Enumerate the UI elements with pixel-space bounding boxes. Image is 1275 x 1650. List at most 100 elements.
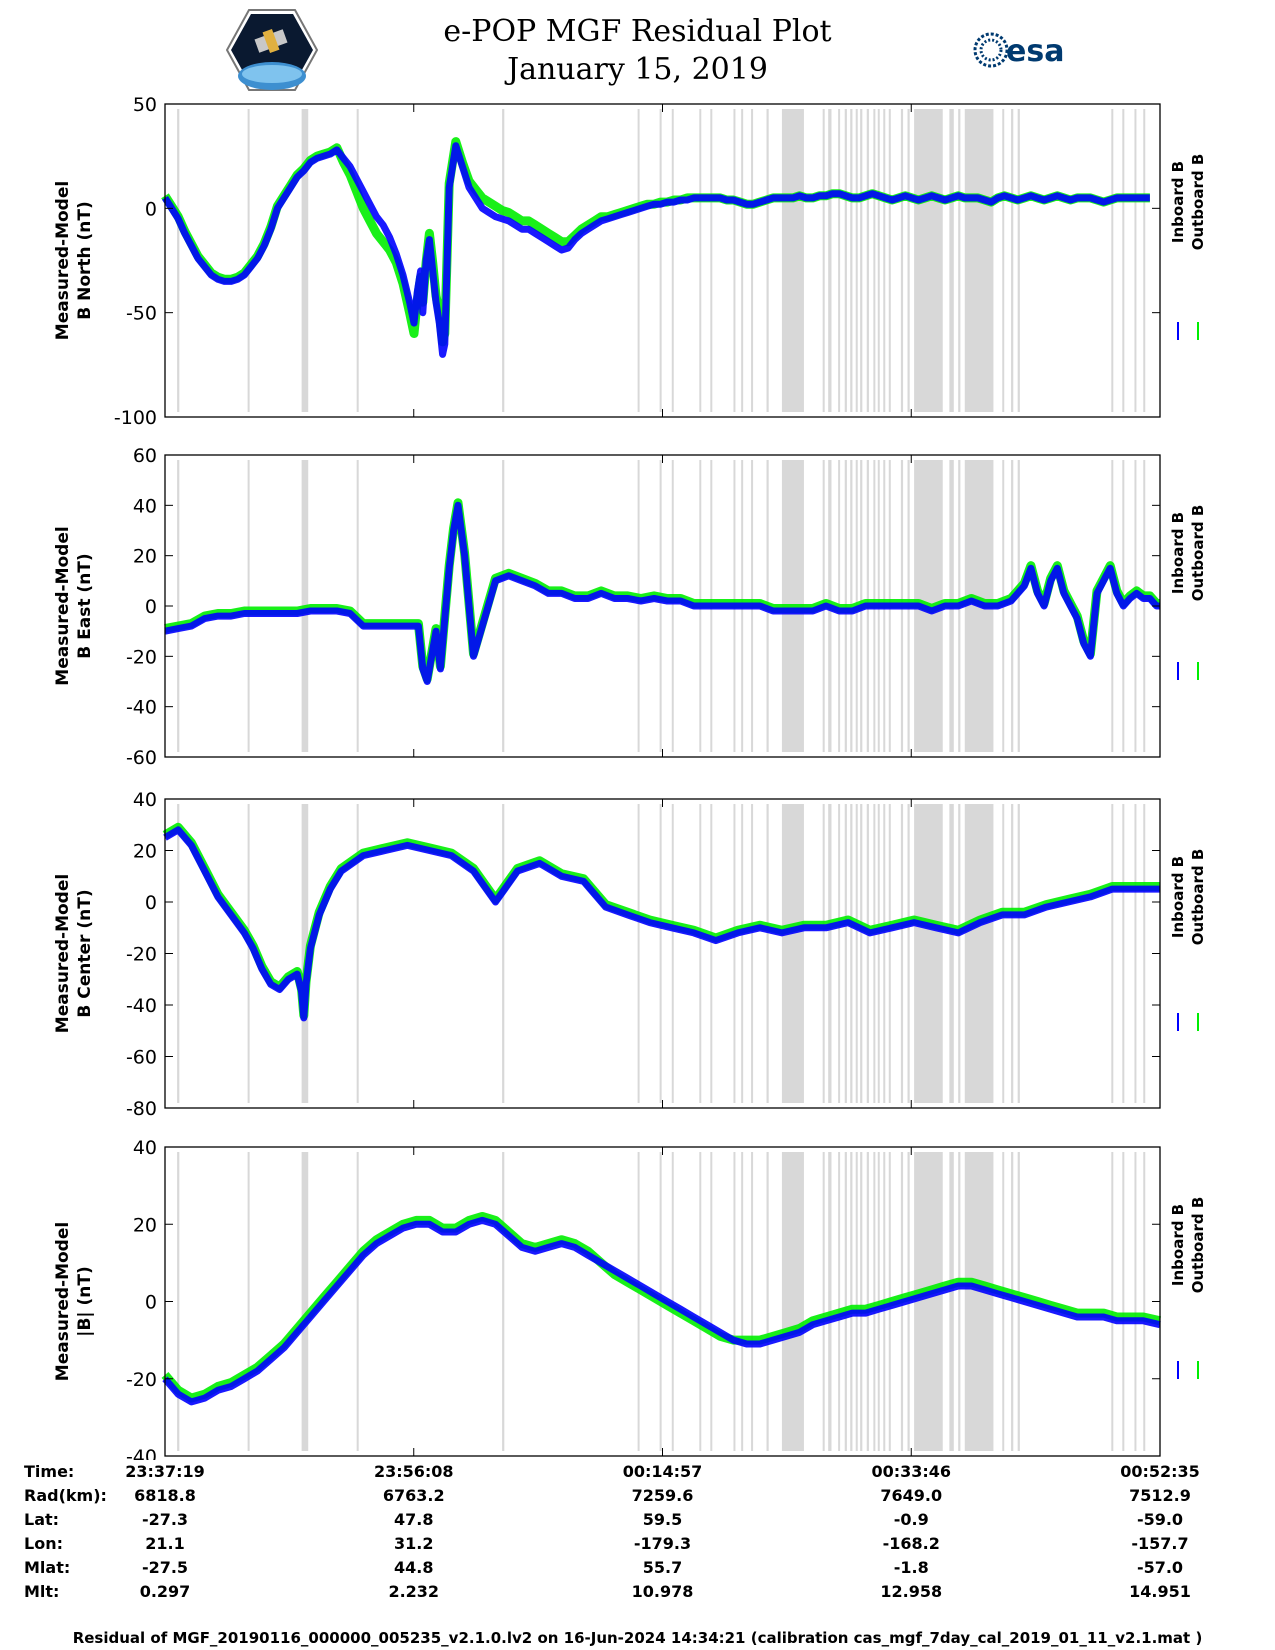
info-value: 10.978 [631, 1582, 694, 1601]
data-gap-band [1122, 804, 1125, 1103]
data-gap-band [822, 804, 825, 1103]
data-gap-band [873, 1152, 876, 1451]
data-gap-band [888, 109, 891, 412]
info-value: 00:33:46 [871, 1462, 952, 1481]
data-gap-band [838, 109, 841, 412]
data-gap-band [356, 109, 359, 412]
y-tick-label: 20 [133, 1214, 157, 1236]
info-value: -1.8 [893, 1558, 929, 1577]
panel-3: -80 -60 -40 -20 0 20 40 Measured-Model B Center … [53, 789, 1207, 1120]
data-gap-band [914, 1152, 943, 1451]
info-value: 00:14:57 [622, 1462, 703, 1481]
data-gap-band [766, 1152, 769, 1451]
series-line-inboard [163, 826, 1160, 1022]
y-tick-label: 0 [145, 1292, 157, 1314]
data-gap-band [877, 109, 880, 412]
info-row-label: Mlt: [24, 1582, 60, 1601]
data-gap-band [900, 109, 904, 412]
data-gap-band [860, 109, 863, 412]
plot-title: e-POP MGF Residual Plot [443, 14, 832, 49]
data-gap-band [733, 1152, 736, 1451]
data-gap-band [766, 109, 769, 412]
legend-outboard-label: Outboard B [1189, 849, 1207, 946]
data-gap-band [751, 109, 754, 412]
info-value: 23:56:08 [373, 1462, 454, 1481]
footer-caption: Residual of MGF_20190116_000000_005235_v… [72, 1629, 1203, 1647]
y-tick-label: -40 [126, 697, 157, 719]
cassiope-mission-patch-icon [226, 9, 318, 91]
data-gap-band [828, 1152, 832, 1451]
panel-2: -60 -40 -20 0 20 40 60 Measured-Model B East (nT… [53, 445, 1207, 769]
data-gap-band [1011, 460, 1014, 752]
data-gap-band [781, 804, 804, 1103]
data-gap-band [1017, 804, 1020, 1103]
data-gap-band [502, 1152, 505, 1451]
axes-frame [164, 798, 1161, 1109]
data-gap-band [949, 109, 954, 412]
info-value: 23:37:19 [125, 1462, 205, 1481]
axes-frame [164, 103, 1161, 418]
data-gap-band [699, 804, 702, 1103]
data-gap-band [1134, 1152, 1137, 1451]
panel-4: -40 -20 0 20 40 Measured-Model |B| (nT) Inboard… [53, 1137, 1207, 1460]
data-gap-band [781, 109, 804, 412]
y-tick-label: -60 [126, 1047, 157, 1069]
data-gap-band [502, 109, 505, 412]
data-gap-band [502, 460, 505, 752]
panel-1: -100 -50 0 50 Measured-Model B North (nT) Inbo… [53, 94, 1207, 429]
data-gap-band [1143, 109, 1146, 412]
data-gap-band [1002, 804, 1005, 1103]
data-gap-band [844, 109, 847, 412]
data-gap-band [741, 804, 744, 1103]
data-gap-band [866, 804, 869, 1103]
legend-outboard-label: Outboard B [1189, 154, 1207, 251]
data-gap-band [637, 804, 640, 1103]
data-gap-band [1134, 804, 1137, 1103]
data-gap-band [822, 1152, 825, 1451]
data-gap-band [850, 804, 853, 1103]
data-gap-band [637, 1152, 640, 1451]
data-gap-band [751, 1152, 754, 1451]
data-gap-band [741, 1152, 744, 1451]
plot-date: January 15, 2019 [507, 52, 768, 87]
info-value: 00:52:35 [1120, 1462, 1200, 1481]
data-gap-band [733, 804, 736, 1103]
data-gap-band [1017, 460, 1020, 752]
info-value: 0.297 [139, 1582, 191, 1601]
y-tick-label: 0 [145, 596, 157, 618]
data-gap-band [659, 460, 662, 752]
data-gap-band [1011, 109, 1014, 412]
info-row-label: Mlat: [24, 1558, 71, 1577]
info-value: 21.1 [145, 1534, 185, 1553]
y-tick-label: -40 [126, 1446, 157, 1460]
data-gap-band [873, 804, 876, 1103]
data-gap-band [855, 1152, 858, 1451]
series-line-inboard [164, 501, 1160, 685]
data-gap-band [822, 109, 825, 412]
info-value: -168.2 [882, 1534, 940, 1553]
y-axis-label-line2: B East (nT) [75, 553, 95, 658]
data-gap-band [888, 804, 891, 1103]
data-gap-band [914, 804, 943, 1103]
data-gap-band [1134, 109, 1137, 412]
data-gap-band [177, 804, 180, 1103]
info-row-label: Rad(km): [24, 1486, 107, 1505]
y-axis-label-line2: B North (nT) [75, 201, 95, 320]
data-gap-band [1002, 109, 1005, 412]
data-gap-band [1143, 804, 1146, 1103]
data-gap-band [883, 804, 886, 1103]
data-gap-band [177, 1152, 180, 1451]
data-gap-band [850, 109, 853, 412]
info-value: -27.5 [141, 1558, 189, 1577]
data-gap-band [838, 1152, 841, 1451]
data-gap-band [751, 804, 754, 1103]
data-gap-band [177, 460, 180, 752]
info-row-label: Lon: [24, 1534, 63, 1553]
info-value: -57.0 [1136, 1558, 1184, 1577]
data-gap-band [860, 804, 863, 1103]
data-gap-band [958, 1152, 961, 1451]
info-value: -157.7 [1131, 1534, 1189, 1553]
legend-inboard-label: Inboard B [1169, 161, 1187, 243]
series-line-outboard [161, 137, 1150, 347]
